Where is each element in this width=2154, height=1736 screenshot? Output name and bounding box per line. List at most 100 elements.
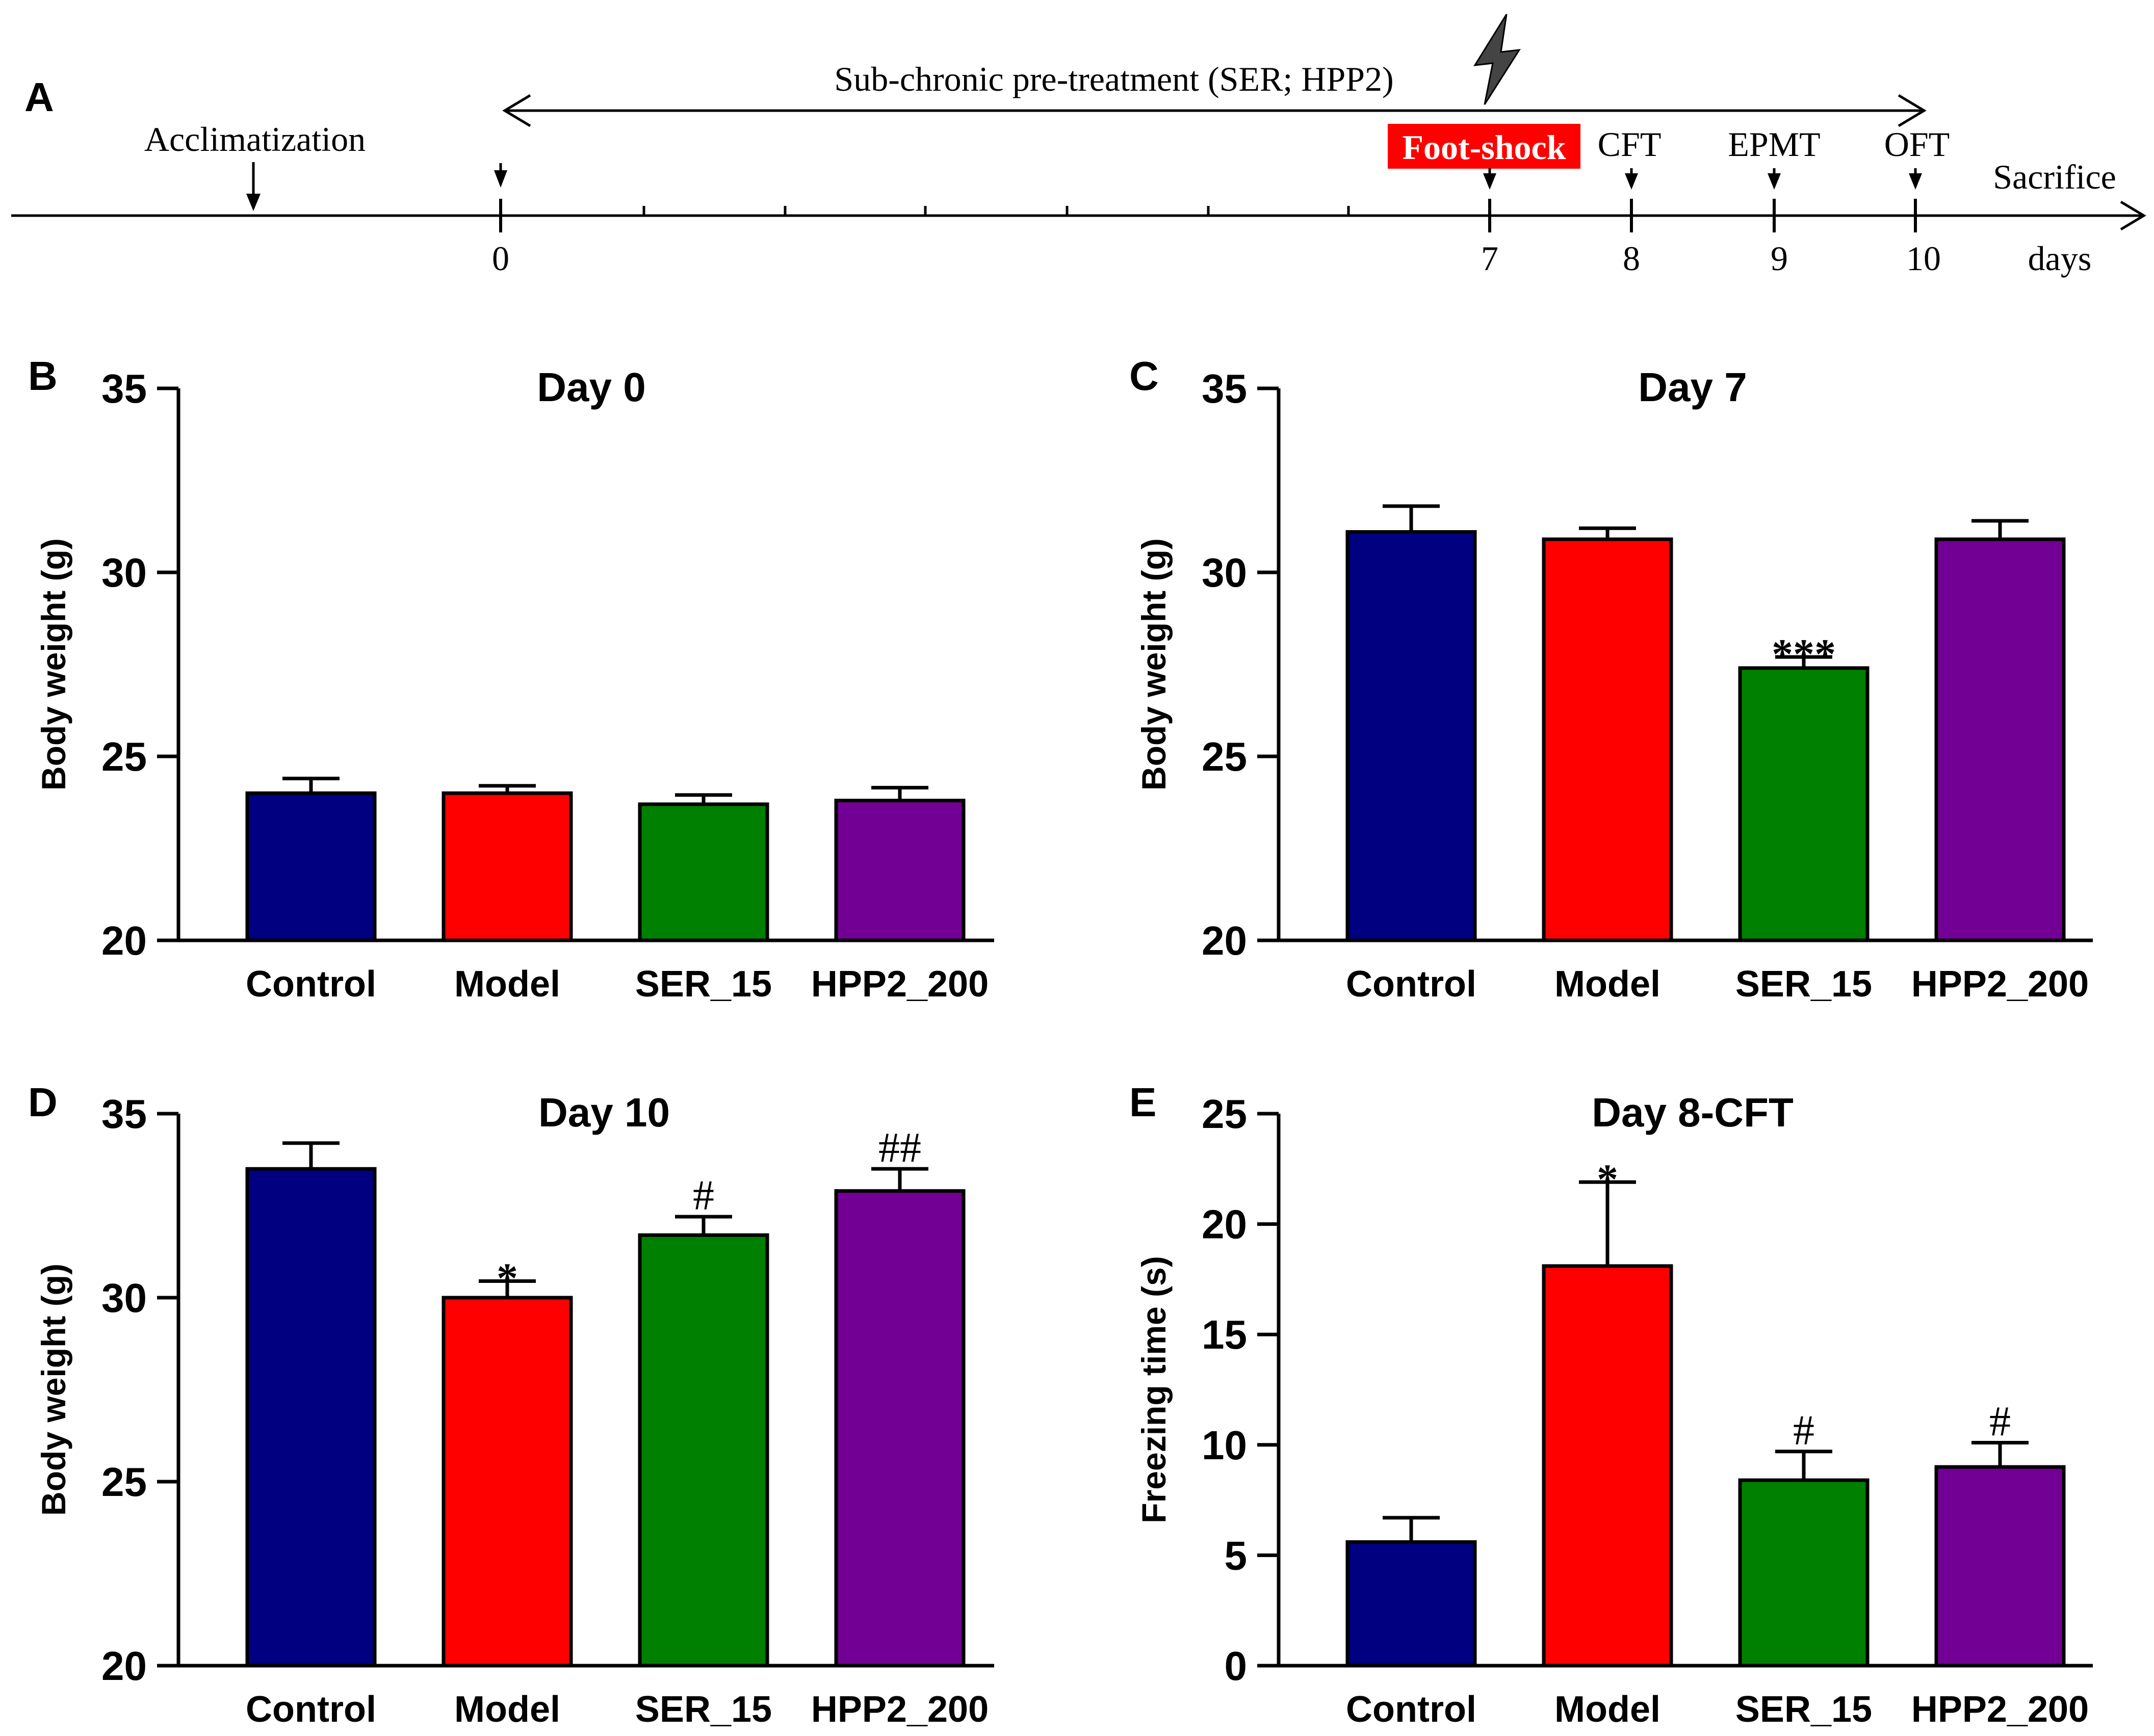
category-label: HPP2_200 [1911,1689,2089,1730]
timeline-panel: A 0 7 8 9 10 days Acclimatization [11,14,2146,278]
acclimatization-label: Acclimatization [144,120,366,159]
bar-hpp2-200 [834,799,966,942]
y-axis-title: Freezing time (s) [1135,1256,1173,1523]
bar-hpp2-200 [1934,537,2066,942]
treatment-span-arrowhead-right [1898,94,1927,127]
y-tick-label: 30 [101,1275,147,1321]
category-label: SER_15 [635,964,772,1005]
y-tick-label: 25 [1202,1091,1247,1137]
category-label: Model [454,964,560,1005]
cft-arrowhead [1625,173,1638,190]
significance-marker: ## [878,1124,921,1171]
y-tick-label: 25 [101,1459,147,1505]
chart-title: Day 8-CFT [1592,1090,1794,1135]
category-label: Control [1346,1689,1476,1730]
event-label-cft: CFT [1598,125,1662,164]
significance-marker: * [497,1255,518,1302]
category-label: Control [246,964,376,1005]
significance-marker: # [693,1172,714,1219]
y-tick-label: 20 [1202,918,1247,963]
y-tick-label: 5 [1225,1533,1248,1578]
y-tick-label: 30 [101,550,147,595]
category-label: SER_15 [1735,1689,1872,1730]
event-label-oft: OFT [1884,125,1950,164]
epmt-arrowhead [1768,173,1781,190]
day-tick-label: 9 [1771,239,1788,278]
lightning-bolt-icon [1473,14,1521,105]
bar-control [245,791,377,942]
chart-panel-b: B Day 0 20 25 30 35 Body weight (g) Control Mode… [28,353,994,1005]
category-label: HPP2_200 [811,964,989,1005]
panel-letter-d: D [28,1080,58,1125]
category-label: HPP2_200 [811,1689,989,1730]
timeline-axis-arrowhead [2120,200,2146,231]
y-tick-label: 25 [1202,734,1247,779]
y-tick-label: 35 [101,366,147,411]
panel-letter-b: B [28,353,58,399]
y-tick-label: 35 [101,1091,147,1137]
panel-letter-a: A [24,74,54,120]
y-tick-label: 30 [1202,550,1247,595]
event-label-epmt: EPMT [1728,125,1820,164]
category-label: SER_15 [635,1689,772,1730]
event-label-sacrifice: Sacrifice [1993,157,2116,196]
panel-letter-e: E [1129,1080,1156,1125]
bar-ser-15 [638,1233,769,1668]
y-tick-label: 35 [1202,366,1247,411]
foot-shock-label: Foot-shock [1402,128,1566,167]
bar-hpp2-200 [834,1189,966,1668]
category-label: Control [246,1689,376,1730]
category-label: Model [1554,1689,1660,1730]
bar-model [1542,537,1673,942]
category-label: Model [454,1689,560,1730]
day-tick-label: 0 [492,239,509,278]
category-label: Control [1346,964,1476,1005]
y-axis-title: Body weight (g) [1135,538,1173,791]
foot-shock-arrowhead [1483,173,1496,190]
day0-arrowhead [494,170,507,188]
significance-marker: # [1989,1398,2011,1445]
day-tick-label: 7 [1481,239,1498,278]
y-tick-label: 20 [101,1643,147,1689]
y-axis-title: Body weight (g) [35,1264,72,1516]
chart-title: Day 7 [1638,364,1747,410]
treatment-label: Sub-chronic pre-treatment (SER; HPP2) [834,60,1393,98]
y-tick-label: 0 [1225,1643,1248,1689]
chart-title: Day 10 [538,1090,670,1135]
chart-panel-e: E Day 8-CFT 0 5 10 15 20 25 Freezing time (s) Con… [1129,1080,2093,1730]
bar-ser-15 [1738,1478,1870,1668]
y-tick-label: 10 [1202,1423,1247,1468]
significance-marker: *** [1772,630,1836,678]
bar-ser-15 [1738,666,1870,942]
y-tick-label: 20 [1202,1202,1247,1247]
bar-control [1345,1540,1477,1668]
y-axis-title: Body weight (g) [35,538,72,791]
acclimatization-arrowhead [246,194,261,211]
bar-model [1542,1264,1673,1668]
day-tick-label: 10 [1906,239,1941,278]
foot-shock-highlight [1388,124,1580,169]
chart-panel-c: C Day 7 20 25 30 35 Body weight (g) Control Mode… [1129,353,2093,1005]
chart-title: Day 0 [537,364,645,410]
bar-model [442,791,573,942]
category-label: SER_15 [1735,964,1872,1005]
significance-marker: # [1793,1407,1814,1454]
significance-marker: * [1597,1155,1618,1203]
category-label: Model [1554,964,1660,1005]
panel-letter-c: C [1129,353,1159,399]
treatment-span-arrowhead-left [502,94,531,127]
bar-model [442,1296,573,1668]
y-tick-label: 25 [101,734,147,779]
category-label: HPP2_200 [1911,964,2089,1005]
oft-arrowhead [1909,173,1922,190]
bar-ser-15 [638,802,769,942]
chart-panel-d: D Day 10 20 25 30 35 Body weight (g) Control Mod… [28,1080,994,1730]
y-tick-label: 20 [101,918,147,963]
bar-hpp2-200 [1934,1465,2066,1668]
y-tick-label: 15 [1202,1312,1247,1357]
bar-control [245,1167,377,1668]
days-unit-label: days [2028,239,2092,278]
bar-control [1345,530,1477,942]
day-tick-label: 8 [1623,239,1640,278]
